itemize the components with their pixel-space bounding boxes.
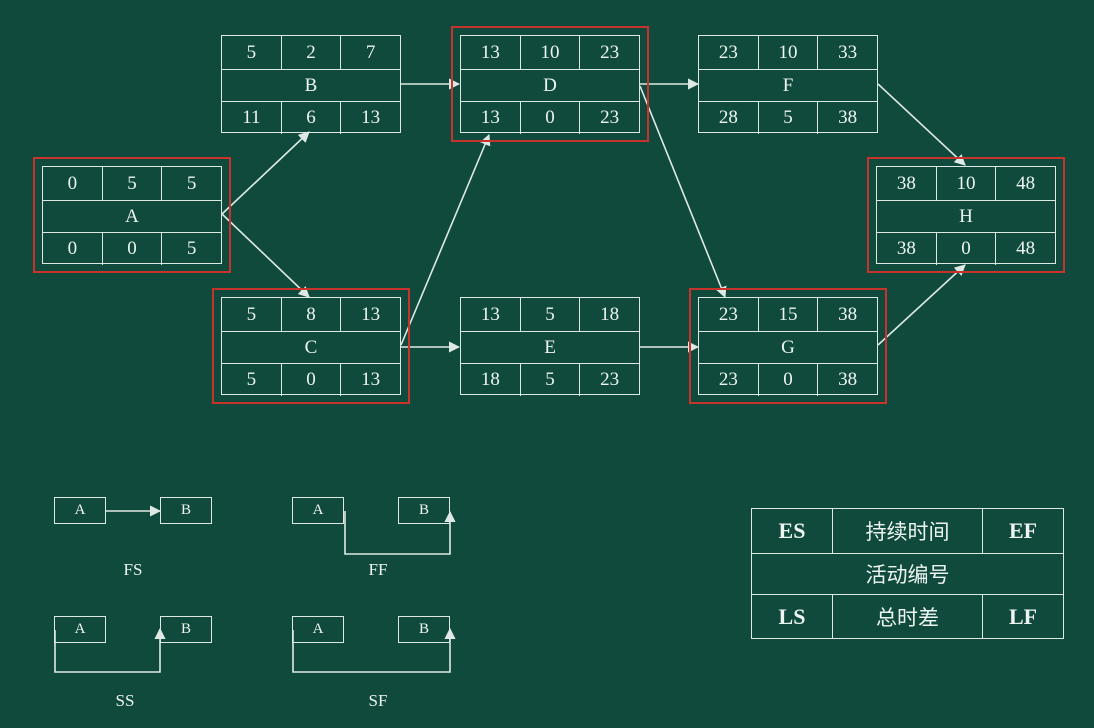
lf-value: 13	[340, 102, 400, 134]
lf-value: 5	[161, 233, 221, 265]
edge-d-g	[639, 85, 727, 299]
activity-id: G	[781, 336, 795, 358]
edge-c-d	[400, 133, 491, 346]
activity-node-c: 5 8 13 C 5 0 13	[212, 288, 410, 404]
lf-value: 13	[340, 364, 400, 396]
es-value: 38	[896, 172, 916, 194]
duration-value: 10	[757, 36, 818, 69]
activity-id: F	[782, 74, 794, 96]
es-value: 13	[480, 303, 500, 325]
edge-a-c	[221, 213, 310, 298]
ef-value: 18	[579, 298, 639, 331]
node-legend: ES 持续时间 EF 活动编号 LS 总时差 LF	[751, 508, 1064, 639]
sf-box-to: B	[398, 616, 450, 643]
lf-value: 23	[579, 364, 639, 396]
ss-box-to: B	[160, 616, 212, 643]
legend-activity: 活动编号	[865, 563, 950, 587]
fs-box-to: B	[160, 497, 212, 524]
activity-id: C	[304, 336, 318, 358]
ef-value: 7	[340, 36, 400, 69]
edge-a-b	[221, 131, 310, 215]
duration-value: 10	[519, 36, 580, 69]
activity-node-h: 38 10 48 H 38 0 48	[867, 157, 1065, 273]
ls-value: 38	[896, 238, 916, 259]
es-value: 5	[246, 303, 257, 325]
es-value: 13	[480, 41, 500, 63]
ff-label: FF	[368, 560, 388, 579]
ff-box-from: A	[292, 497, 344, 524]
lf-value: 38	[817, 364, 877, 396]
legend-total-float: 总时差	[832, 595, 982, 638]
ls-value: 13	[480, 107, 500, 128]
legend-ef: EF	[982, 509, 1063, 553]
duration-value: 2	[280, 36, 341, 69]
ss-label: SS	[115, 691, 135, 710]
ss-connector	[54, 627, 166, 673]
ss-box-from: A	[54, 616, 106, 643]
ls-value: 23	[718, 369, 738, 390]
activity-id: E	[544, 336, 556, 358]
total-float-value: 0	[757, 364, 818, 396]
es-value: 0	[67, 172, 78, 194]
total-float-value: 6	[280, 102, 341, 134]
activity-node-g: 23 15 38 G 23 0 38	[689, 288, 887, 404]
activity-node-d: 13 10 23 D 13 0 23	[451, 26, 649, 142]
legend-duration: 持续时间	[832, 509, 982, 553]
duration-value: 8	[280, 298, 341, 331]
total-float-value: 0	[519, 102, 580, 134]
total-float-value: 5	[757, 102, 818, 134]
fs-label: FS	[123, 560, 143, 579]
es-value: 5	[246, 41, 257, 63]
ls-value: 28	[718, 107, 738, 128]
ls-value: 11	[242, 107, 261, 128]
lf-value: 48	[995, 233, 1055, 265]
ef-value: 23	[579, 36, 639, 69]
sf-connector	[292, 627, 456, 673]
ls-value: 18	[480, 369, 500, 390]
activity-id: B	[304, 74, 318, 96]
ef-value: 13	[340, 298, 400, 331]
edge-g-h	[877, 264, 966, 346]
duration-value: 10	[935, 167, 996, 200]
total-float-value: 0	[101, 233, 162, 265]
total-float-value: 5	[519, 364, 580, 396]
ls-value: 5	[246, 369, 257, 390]
fs-box-from: A	[54, 497, 106, 524]
sf-box-from: A	[292, 616, 344, 643]
legend-ls: LS	[778, 603, 806, 629]
duration-value: 5	[101, 167, 162, 200]
activity-node-e: 13 5 18 E 18 5 23	[460, 297, 640, 396]
ef-value: 48	[995, 167, 1055, 200]
lf-value: 38	[817, 102, 877, 134]
activity-node-f: 23 10 33 F 28 5 38	[698, 35, 878, 134]
ls-value: 0	[67, 238, 78, 259]
ef-value: 5	[161, 167, 221, 200]
es-value: 23	[718, 41, 738, 63]
ef-value: 38	[817, 298, 877, 331]
legend-es: ES	[778, 518, 806, 543]
activity-id: H	[959, 205, 973, 227]
activity-id: D	[543, 74, 557, 96]
activity-id: A	[125, 205, 139, 227]
ef-value: 33	[817, 36, 877, 69]
total-float-value: 0	[280, 364, 341, 396]
legend-lf: LF	[982, 595, 1063, 638]
total-float-value: 0	[935, 233, 996, 265]
edge-f-h	[877, 83, 966, 166]
ff-connector	[344, 510, 456, 555]
duration-value: 15	[757, 298, 818, 331]
es-value: 23	[718, 303, 738, 325]
sf-label: SF	[368, 691, 388, 710]
duration-value: 5	[519, 298, 580, 331]
lf-value: 23	[579, 102, 639, 134]
ff-box-to: B	[398, 497, 450, 524]
